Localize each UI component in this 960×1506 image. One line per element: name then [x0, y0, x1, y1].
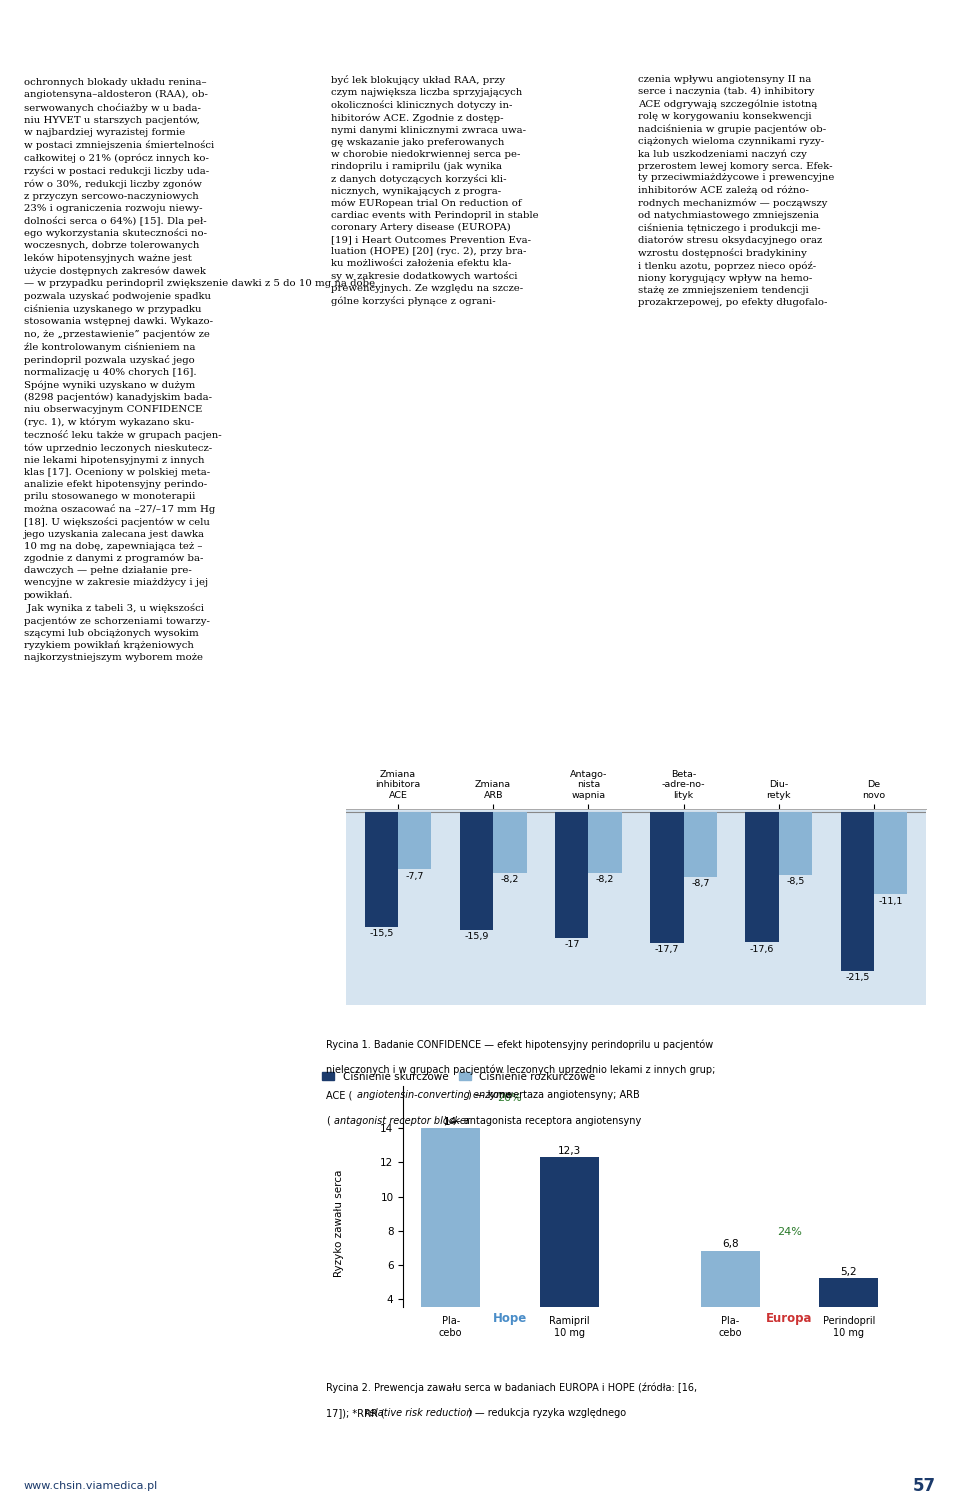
Text: 20%: 20% — [497, 1093, 522, 1102]
Text: -8,5: -8,5 — [786, 878, 804, 887]
Text: relative risk reduction: relative risk reduction — [365, 1408, 472, 1419]
Text: Ryzyko zawału serca: Ryzyko zawału serca — [334, 1170, 344, 1277]
Text: czenia wpływu angiotensyny II na
serce i naczynia (tab. 4) inhibitory
ACE odgryw: czenia wpływu angiotensyny II na serce i… — [638, 75, 835, 307]
Text: (: ( — [326, 1116, 330, 1126]
Text: 12,3: 12,3 — [558, 1146, 581, 1155]
Text: 5,2: 5,2 — [840, 1267, 857, 1277]
Text: nieleczonych i w grupach pacjentów leczonych uprzednio lekami z innych grup;: nieleczonych i w grupach pacjentów leczo… — [326, 1065, 716, 1075]
Text: 57: 57 — [913, 1477, 936, 1495]
Text: -8,7: -8,7 — [691, 880, 709, 889]
Text: Rycina 2. Prewencja zawału serca w badaniach EUROPA i HOPE (źródła: [16,: Rycina 2. Prewencja zawału serca w badan… — [326, 1383, 698, 1393]
Bar — [555, 812, 588, 938]
Text: -17,6: -17,6 — [750, 944, 775, 953]
Bar — [841, 812, 874, 971]
Text: ACE (: ACE ( — [326, 1090, 352, 1101]
Text: Jaroslaw D. Kasprzak, Perindopril w optymalnej kontroli RR u pacjentow z wysokim: Jaroslaw D. Kasprzak, Perindopril w opty… — [153, 33, 807, 42]
Text: 14: 14 — [444, 1116, 457, 1126]
Text: -7,7: -7,7 — [405, 872, 423, 881]
Legend: Ciśnienie skurczowe, Ciśnienie rozkurczowe: Ciśnienie skurczowe, Ciśnienie rozkurczo… — [322, 1072, 595, 1081]
Bar — [365, 812, 398, 926]
Text: angiotensin-converting enzyme: angiotensin-converting enzyme — [357, 1090, 512, 1101]
Bar — [701, 1251, 759, 1367]
Bar — [874, 812, 907, 895]
Bar — [540, 1157, 599, 1367]
Text: 17]); *RRR (: 17]); *RRR ( — [326, 1408, 385, 1419]
Bar — [493, 812, 526, 873]
Text: Rycina 1. Badanie CONFIDENCE — efekt hipotensyjny perindoprilu u pacjentów: Rycina 1. Badanie CONFIDENCE — efekt hip… — [326, 1039, 713, 1050]
Text: -11,1: -11,1 — [878, 896, 903, 905]
Bar — [684, 812, 717, 876]
Text: www.chsin.viamedica.pl: www.chsin.viamedica.pl — [24, 1482, 158, 1491]
Text: -21,5: -21,5 — [845, 973, 870, 982]
Bar — [398, 812, 431, 869]
Text: ) — konwertaza angiotensyny; ARB: ) — konwertaza angiotensyny; ARB — [468, 1090, 639, 1101]
Text: Hope: Hope — [492, 1312, 527, 1325]
Text: -17: -17 — [564, 940, 580, 949]
Text: ) — redukcja ryzyka względnego: ) — redukcja ryzyka względnego — [468, 1408, 627, 1419]
Bar — [779, 812, 812, 875]
Bar — [460, 812, 493, 929]
Text: -17,7: -17,7 — [655, 946, 679, 955]
Bar — [588, 812, 622, 873]
Text: być lek blokujący układ RAA, przy
czym największa liczba sprzyjających
okoliczno: być lek blokujący układ RAA, przy czym n… — [331, 75, 539, 306]
Bar — [819, 1279, 878, 1367]
Text: 24%: 24% — [777, 1227, 802, 1238]
Bar — [421, 1128, 480, 1367]
Text: -8,2: -8,2 — [501, 875, 519, 884]
Text: ) — antagonista receptora angiotensyny: ) — antagonista receptora angiotensyny — [444, 1116, 641, 1126]
Text: -8,2: -8,2 — [596, 875, 614, 884]
Text: -15,5: -15,5 — [369, 929, 394, 938]
Text: antagonist receptor blocker: antagonist receptor blocker — [334, 1116, 470, 1126]
Text: -15,9: -15,9 — [465, 932, 489, 941]
Bar — [650, 812, 684, 943]
Bar — [746, 812, 779, 943]
Text: 6,8: 6,8 — [722, 1239, 738, 1250]
Text: ochronnych blokady układu renina–
angiotensyna–aldosteron (RAA), ob-
serwowanych: ochronnych blokady układu renina– angiot… — [24, 78, 375, 663]
Text: Europa: Europa — [766, 1312, 813, 1325]
